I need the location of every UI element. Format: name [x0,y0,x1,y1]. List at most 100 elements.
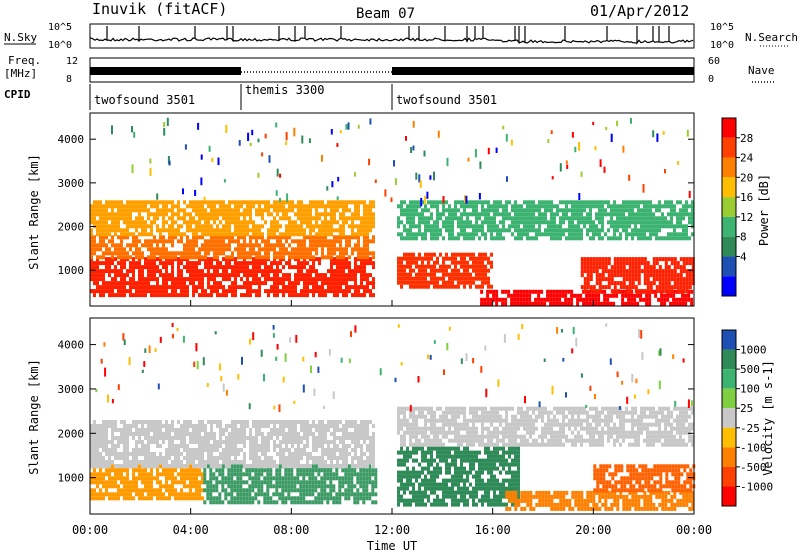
data-cell [249,255,252,260]
data-cell [294,228,297,233]
freq-trace [90,67,694,75]
data-cell [276,204,279,209]
data-cell [688,204,691,209]
data-cell [264,281,267,286]
data-cell [174,456,177,460]
data-cell [285,436,288,440]
data-cell [300,232,303,237]
data-cell [204,220,207,225]
data-cell [445,284,448,289]
data-cell [475,256,478,261]
data-cell [625,228,628,233]
data-cell [460,232,463,237]
data-cell [291,289,294,294]
data-cell [201,464,204,468]
data-cell [309,428,312,432]
data-cell [622,208,625,213]
data-cell [360,228,363,233]
data-cell [666,297,670,302]
data-cell [637,281,641,286]
data-cell [159,269,162,274]
data-cell [691,200,694,205]
data-cell [198,285,201,290]
data-cell [126,440,129,444]
data-cell [195,289,198,294]
data-cell [150,277,153,282]
data-cell [114,216,117,221]
data-cell [219,436,222,440]
data-cell [335,496,339,501]
data-cell [183,200,186,205]
data-cell [655,232,658,237]
data-cell [577,216,580,221]
data-cell [245,488,249,493]
data-cell [472,256,475,261]
data-cell [354,172,357,177]
data-cell [625,224,628,229]
data-cell [519,289,523,294]
data-cell [685,281,689,286]
data-cell [102,281,105,286]
data-cell [326,484,330,489]
data-cell [120,232,123,237]
data-cell [192,281,195,286]
data-cell [625,289,629,294]
data-cell [451,224,454,229]
data-cell [309,200,312,205]
data-cell [308,480,312,485]
data-cell [114,243,117,248]
data-cell [300,428,303,432]
data-cell [294,247,297,252]
data-cell [499,204,502,209]
data-cell [309,432,312,436]
data-cell [264,243,267,248]
data-cell [264,247,267,252]
data-cell [333,235,336,240]
data-cell [108,216,111,221]
data-cell [108,224,111,229]
data-cell [640,228,643,233]
data-cell [267,208,270,213]
data-cell [264,133,267,139]
data-cell [216,289,219,294]
data-cell [171,239,174,244]
data-cell [300,289,303,294]
data-cell [568,220,571,225]
data-cell [619,236,622,241]
data-cell [168,224,171,229]
data-cell [315,200,318,205]
data-cell [168,496,171,501]
data-cell [234,212,237,217]
data-cell [270,232,273,237]
data-cell [99,273,102,278]
data-cell [661,289,665,294]
data-cell [556,204,559,209]
data-cell [102,239,105,244]
data-cell [249,273,252,278]
data-cell [285,208,288,213]
data-cell [586,232,589,237]
data-cell [514,212,517,217]
data-cell [258,251,261,256]
data-cell [296,496,300,501]
data-cell [129,212,132,217]
noise-panel-frame [89,23,695,49]
data-cell [326,468,330,473]
data-cell [162,281,165,286]
data-cell [288,228,291,233]
data-cell [204,432,207,436]
data-cell [333,285,336,290]
data-cell [574,146,577,153]
nsearch-label: N.Search [745,31,798,44]
data-cell [324,281,327,286]
data-cell [646,273,650,278]
data-cell [466,280,469,285]
data-cell [439,284,442,289]
data-cell [288,432,291,436]
data-cell [165,436,168,440]
data-cell [291,247,294,252]
data-cell [90,235,93,240]
data-cell [278,484,282,489]
data-cell [448,284,451,289]
data-cell [180,460,183,464]
